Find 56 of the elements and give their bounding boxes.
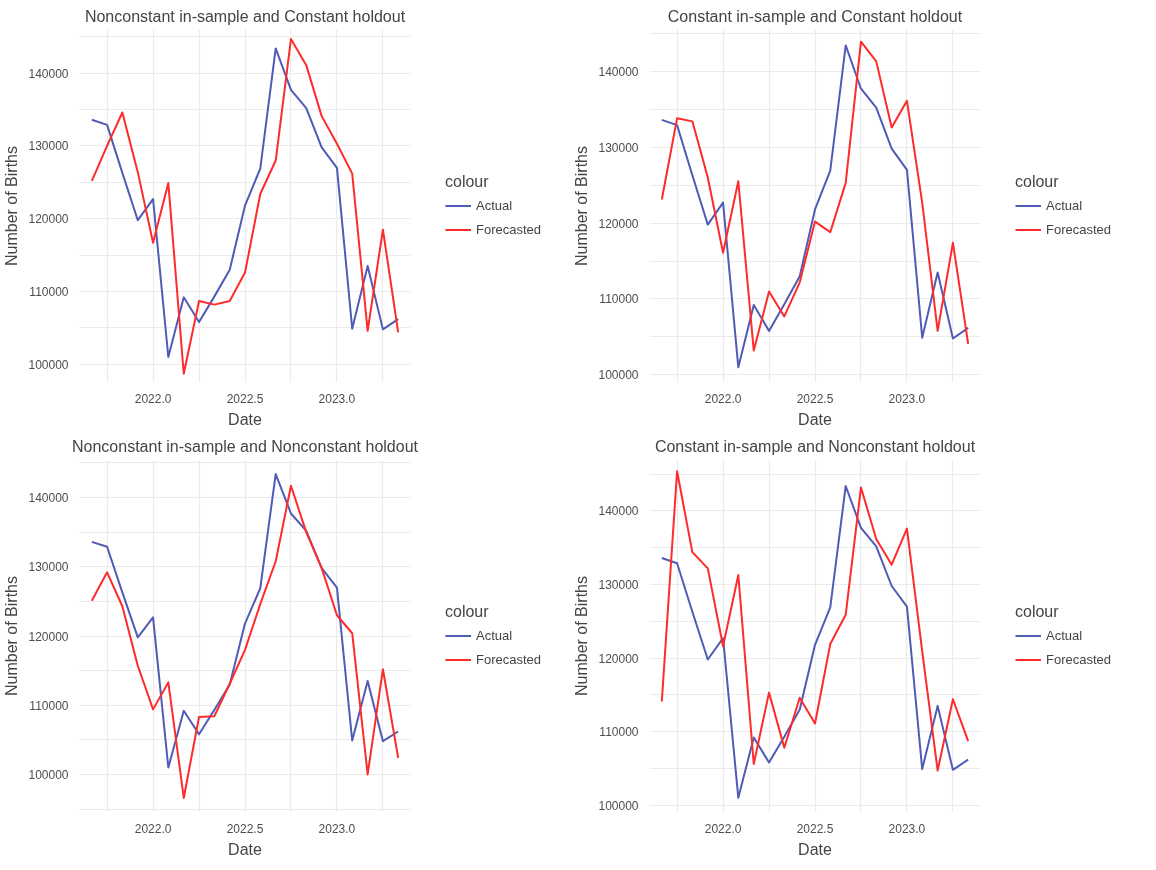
legend-label: Actual: [1046, 627, 1083, 643]
y-tick-label: 140000: [598, 504, 639, 519]
legend-title: colour: [1015, 602, 1060, 620]
x-tick-label: 2022.0: [704, 821, 742, 836]
y-axis-title: Number of Births: [573, 575, 591, 697]
x-axis-title: Date: [228, 410, 262, 428]
x-tick-label: 2022.5: [226, 821, 264, 836]
y-tick-label: 120000: [28, 629, 69, 644]
y-axis-title: Number of Births: [3, 145, 21, 267]
legend-label: Forecasted: [476, 221, 542, 237]
y-tick-label: 100000: [28, 357, 69, 372]
y-tick-label: 110000: [599, 292, 639, 307]
y-tick-label: 120000: [598, 651, 639, 666]
y-tick-label: 130000: [28, 560, 69, 575]
chart-title: Nonconstant in-sample and Constant holdout: [84, 7, 406, 25]
y-tick-label: 110000: [29, 285, 69, 300]
x-tick-label: 2022.0: [134, 391, 172, 406]
x-tick-label: 2022.5: [226, 391, 264, 406]
y-axis-title: Number of Births: [3, 575, 21, 697]
y-tick-label: 130000: [598, 140, 639, 155]
x-tick-label: 2022.5: [796, 391, 834, 406]
y-tick-label: 110000: [29, 698, 69, 713]
y-tick-label: 110000: [599, 725, 639, 740]
y-tick-label: 100000: [598, 798, 639, 813]
y-tick-label: 140000: [28, 66, 69, 81]
x-tick-label: 2023.0: [888, 391, 926, 406]
y-tick-label: 140000: [28, 491, 69, 506]
legend-label: Actual: [476, 197, 513, 213]
y-tick-label: 100000: [598, 368, 639, 383]
chart-title: Constant in-sample and Constant holdout: [667, 7, 963, 25]
legend-title: colour: [445, 602, 490, 620]
y-axis-title: Number of Births: [573, 145, 591, 267]
x-axis-title: Date: [798, 410, 832, 428]
chart-title: Nonconstant in-sample and Nonconstant holdout: [72, 437, 419, 455]
x-tick-label: 2023.0: [318, 391, 356, 406]
x-tick-label: 2023.0: [318, 821, 356, 836]
y-tick-label: 100000: [28, 767, 69, 782]
legend-label: Actual: [476, 627, 513, 643]
y-tick-label: 130000: [598, 578, 639, 593]
legend-label: Forecasted: [1046, 221, 1112, 237]
x-tick-label: 2022.5: [796, 821, 834, 836]
legend-title: colour: [1015, 172, 1060, 190]
y-tick-label: 120000: [598, 216, 639, 231]
legend-label: Actual: [1046, 197, 1083, 213]
y-tick-label: 140000: [598, 64, 639, 79]
y-tick-label: 130000: [28, 139, 69, 154]
x-tick-label: 2022.0: [134, 821, 172, 836]
chart-title: Constant in-sample and Nonconstant holdout: [654, 437, 976, 455]
y-tick-label: 120000: [28, 212, 69, 227]
x-axis-title: Date: [798, 840, 832, 858]
x-tick-label: 2023.0: [888, 821, 926, 836]
legend-label: Forecasted: [476, 651, 542, 667]
legend-label: Forecasted: [1046, 651, 1112, 667]
legend-title: colour: [445, 172, 490, 190]
x-tick-label: 2022.0: [704, 391, 742, 406]
x-axis-title: Date: [228, 840, 262, 858]
